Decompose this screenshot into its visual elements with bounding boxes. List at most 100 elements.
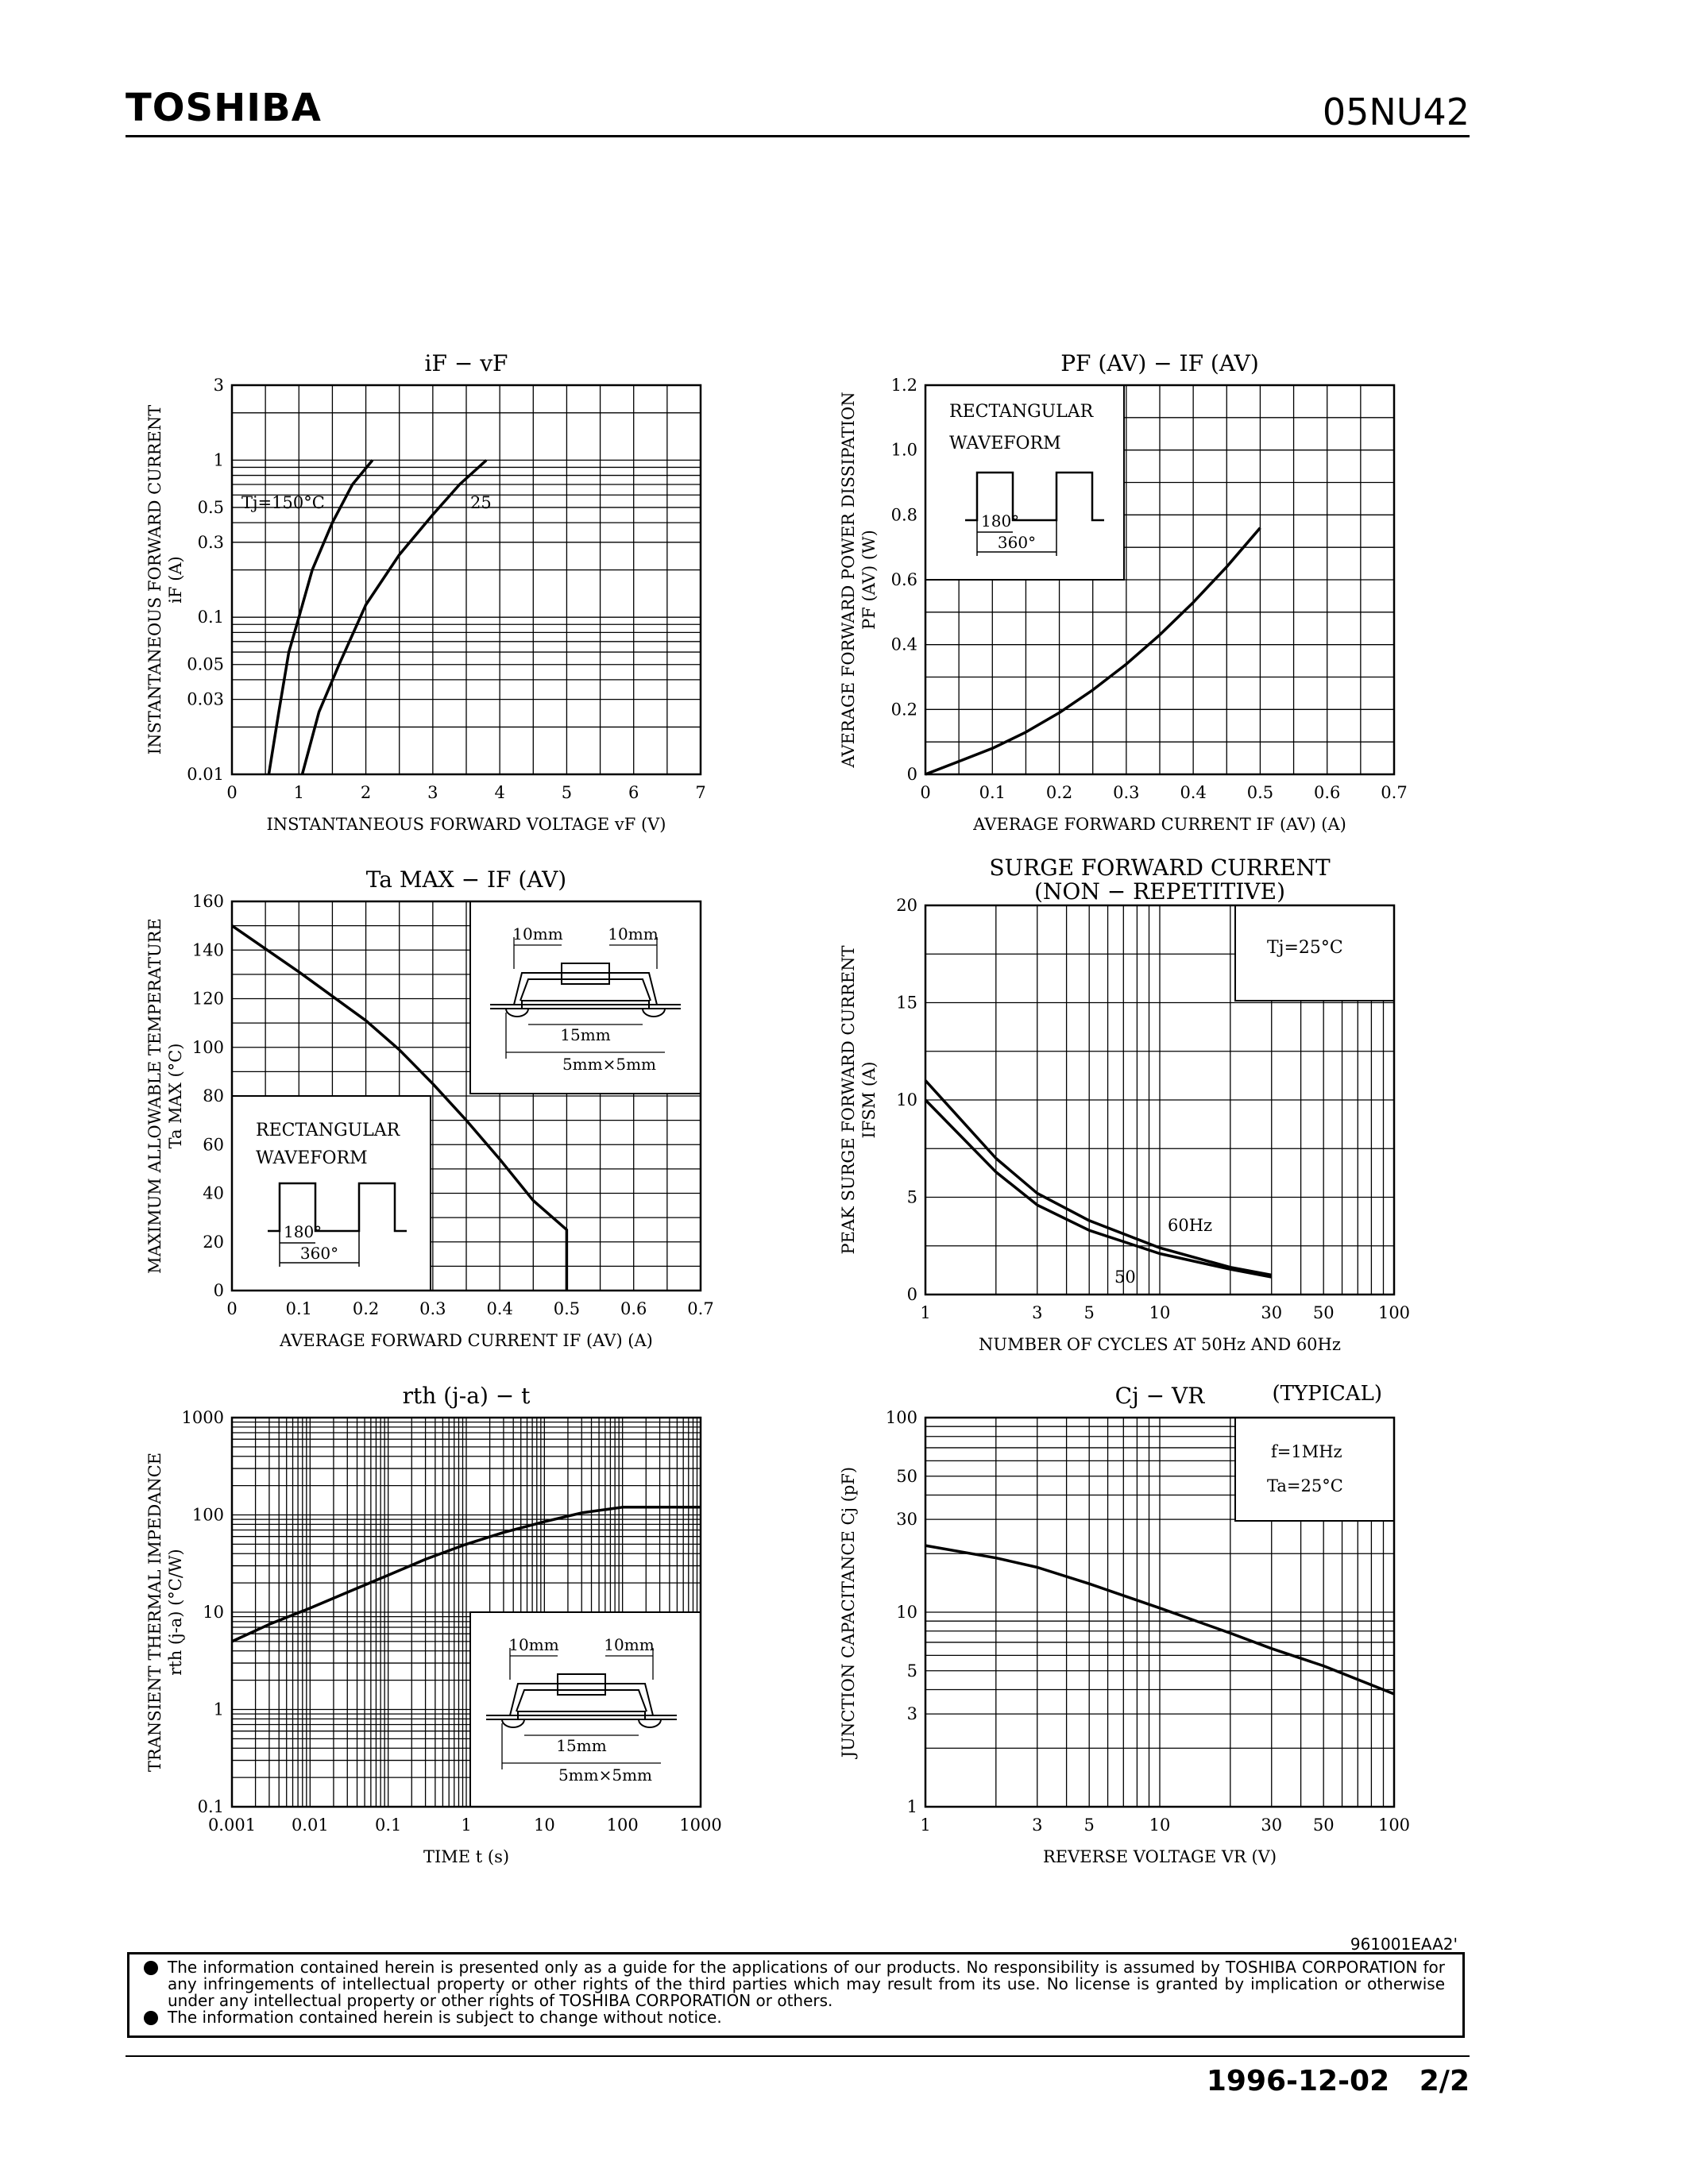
x-tick-label: 30: [1261, 1815, 1282, 1835]
x-axis-label: REVERSE VOLTAGE VR (V): [1043, 1847, 1277, 1866]
chart-ifsm-cycles: 1 3 5 10 30 50 100 0 5 10 15 20 SURGE FORWARD CURREN…: [839, 855, 1410, 1354]
y-tick-label: 1: [214, 1700, 224, 1719]
x-tick-label: 0.3: [1113, 783, 1139, 802]
x-tick-label: 100: [1378, 1815, 1410, 1835]
y-tick-label: 3: [907, 1704, 917, 1723]
bullet-icon: [144, 1961, 158, 1975]
lead-outline: [513, 972, 658, 1005]
waveform-path: [965, 471, 1104, 522]
x-tick-label: 50: [1313, 1815, 1335, 1835]
disclaimer-box: The information contained herein is pres…: [127, 1952, 1465, 2038]
waveform-icon: [268, 1182, 407, 1267]
inset-panel: [469, 901, 701, 1094]
y-axis-label: INSTANTANEOUS FORWARD CURRENT: [145, 405, 164, 754]
x-axis-label: AVERAGE FORWARD CURRENT IF (AV) (A): [972, 815, 1346, 834]
y-tick-label: 0.1: [198, 1797, 224, 1816]
annotation: Tj=25°C: [1267, 938, 1343, 958]
x-tick-label: 1: [294, 783, 304, 802]
footer-divider: [126, 2055, 1470, 2057]
x-axis-label: INSTANTANEOUS FORWARD VOLTAGE vF (V): [266, 815, 666, 834]
x-tick-label: 5: [562, 783, 572, 802]
y-tick-label: 10: [896, 1603, 917, 1622]
y-axis-label: JUNCTION CAPACITANCE Cj (pF): [839, 1467, 858, 1759]
annotation: WAVEFORM: [256, 1148, 368, 1168]
y-tick-label: 1.2: [891, 376, 917, 395]
chart-ta-if: 0 0.1 0.2 0.3 0.4 0.5 0.6 0.7 0 20 40 60 80 100 120 140…: [145, 866, 714, 1350]
document-id: 961001EAA2': [1350, 1935, 1458, 1954]
annotation: 360°: [300, 1244, 338, 1263]
chart-title: SURGE FORWARD CURRENT: [989, 855, 1331, 881]
x-tick-label: 1: [920, 1815, 930, 1835]
y-tick-label: 1.0: [891, 441, 917, 460]
y-tick-label: 20: [896, 896, 917, 915]
annotation: 10mm: [512, 924, 562, 943]
annotation: 15mm: [560, 1025, 610, 1044]
y-tick-label: 20: [203, 1233, 224, 1252]
annotation: 15mm: [556, 1736, 606, 1755]
inset-panel: [925, 384, 1125, 581]
y-tick-label: 140: [192, 940, 224, 959]
lead-outline: [516, 1689, 647, 1712]
x-tick-label: 100: [1378, 1303, 1410, 1322]
y-tick-label: 5: [907, 1661, 917, 1680]
y-axis-label-2: IFSM (A): [859, 1062, 879, 1139]
x-axis-label: NUMBER OF CYCLES AT 50Hz AND 60Hz: [979, 1335, 1341, 1354]
annotation: Tj=150°C: [241, 493, 325, 512]
y-tick-label: 1: [214, 450, 224, 469]
disclaimer-text: The information contained herein is subj…: [168, 2008, 722, 2027]
y-tick-label: 0.3: [198, 533, 224, 552]
x-tick-label: 10: [534, 1815, 555, 1835]
part-number: 05NU42: [1322, 91, 1470, 133]
x-tick-label: 2: [361, 783, 371, 802]
plot-frame: [230, 900, 702, 1292]
lead-outline: [520, 978, 651, 1001]
x-tick-label: 10: [1149, 1815, 1171, 1835]
y-axis-label: AVERAGE FORWARD POWER DISSIPATION: [839, 392, 858, 768]
solder-pad: [642, 1008, 666, 1017]
x-tick-label: 1: [920, 1303, 930, 1322]
disclaimer-item: The information contained herein is pres…: [144, 1959, 1445, 2009]
waveform-path: [268, 1182, 407, 1233]
x-tick-label: 0.001: [208, 1815, 256, 1835]
series-line: [300, 459, 488, 775]
y-axis-label: PEAK SURGE FORWARD CURRENT: [839, 946, 858, 1255]
solder-pad: [501, 1719, 525, 1728]
y-tick-label: 1000: [182, 1408, 224, 1427]
x-tick-label: 0.4: [1180, 783, 1206, 802]
y-tick-label: 0.01: [187, 765, 224, 784]
x-tick-label: 0.1: [286, 1299, 312, 1318]
x-tick-label: 1000: [679, 1815, 721, 1835]
header-divider: [126, 135, 1470, 137]
annotation: Ta=25°C: [1267, 1476, 1343, 1495]
y-tick-label: 10: [203, 1603, 224, 1622]
grid-if-vf: [232, 385, 701, 774]
chart-cj-vr: 1 3 5 10 30 50 100 1 3 5 10 30 50 100 Cj − VR (TYPICAL)…: [839, 1382, 1410, 1866]
chart-rth-t: 0.001 0.01 0.1 1 10 100 1000 0.1 1 10 100 1000 rth (…: [145, 1383, 722, 1866]
plot-frame: [230, 1416, 702, 1808]
y-tick-label: 40: [203, 1184, 224, 1203]
x-tick-label: 0.6: [1314, 783, 1340, 802]
x-tick-label: 0.3: [419, 1299, 446, 1318]
y-tick-label: 0: [907, 1285, 917, 1304]
x-tick-label: 0.1: [979, 783, 1006, 802]
series-line: [924, 1079, 1273, 1277]
y-tick-label: 0: [907, 765, 917, 784]
pcb-mount-icon: [486, 1648, 677, 1769]
series-line: [231, 924, 569, 1291]
waveform-icon: [965, 471, 1104, 556]
y-tick-label: 0.03: [187, 690, 224, 709]
x-tick-label: 5: [1084, 1815, 1095, 1835]
annotation: 180°: [981, 511, 1019, 531]
x-tick-label: 0: [920, 783, 930, 802]
inset-panel: [231, 1095, 431, 1291]
footer-date-page: 1996-12-02 2/2: [1207, 2065, 1470, 2097]
x-tick-label: 0.7: [1381, 783, 1407, 802]
x-tick-label: 4: [494, 783, 504, 802]
x-tick-label: 6: [628, 783, 639, 802]
x-tick-label: 3: [1032, 1815, 1042, 1835]
x-tick-label: 3: [1032, 1303, 1042, 1322]
x-tick-label: 0.2: [353, 1299, 379, 1318]
x-tick-label: 1: [461, 1815, 471, 1835]
plot-frame: [924, 1416, 1396, 1808]
y-tick-label: 160: [192, 892, 224, 911]
